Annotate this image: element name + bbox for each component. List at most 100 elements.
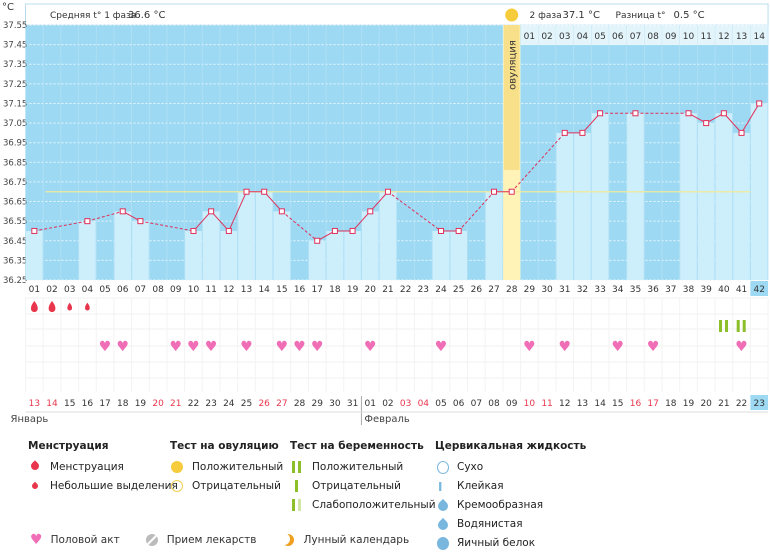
phase2-day-label: 14 [753, 32, 765, 42]
calendar-date-label: 19 [135, 399, 147, 409]
phase2-day-label: 01 [524, 32, 535, 42]
legend-item: Водянистая [435, 514, 586, 533]
temp-bar [26, 230, 43, 280]
temp-bar [450, 230, 467, 280]
cycle-day-label: 19 [347, 285, 359, 295]
temp-bar [273, 211, 291, 280]
temp-bar [591, 113, 609, 281]
calendar-date-label: 03 [400, 399, 411, 409]
cycle-day-label: 12 [223, 285, 234, 295]
temp-point [190, 227, 197, 234]
legend-label: Клейкая [457, 479, 504, 492]
heart-icon: ♥ [647, 339, 660, 355]
pill-icon [145, 533, 159, 547]
temp-line-dashed [281, 210, 318, 242]
temp-point [703, 120, 710, 127]
calendar-date-label: 22 [188, 399, 199, 409]
legend-label: Водянистая [457, 517, 523, 530]
calendar-date-label: 14 [46, 399, 58, 409]
calendar-date-label: 18 [117, 399, 129, 409]
heart-icon: ♥ [293, 339, 306, 355]
cycle-day-label: 05 [99, 285, 110, 295]
last-date-label: 23 [753, 399, 764, 409]
menstruation-drop-icon [48, 301, 56, 312]
temp-bar [185, 230, 202, 280]
temp-line-segment [582, 112, 601, 134]
temp-point [367, 208, 374, 215]
calendar-date-label: 17 [647, 399, 658, 409]
cycle-day-label: 38 [683, 285, 695, 295]
cycle-day-label: 09 [170, 285, 182, 295]
cycle-day-label: 04 [82, 285, 94, 295]
heart-icon: ♥ [99, 339, 112, 355]
y-tick-label: 36.35 [3, 256, 27, 266]
diff-label: Разница t° [616, 11, 666, 21]
legend-ovulation-test: Тест на овуляцию Положительный Отрицател… [170, 440, 283, 495]
temp-point [137, 218, 144, 225]
heart-icon: ♥ [364, 339, 377, 355]
legend-label: Небольшие выделения [50, 479, 178, 492]
temp-bar [114, 211, 132, 280]
temp-point [579, 129, 586, 136]
temp-point [243, 188, 250, 195]
cycle-day-label: 24 [435, 285, 447, 295]
calendar-date-label: 20 [152, 399, 164, 409]
legend-item: Положительный [290, 457, 436, 476]
temp-point [491, 188, 498, 195]
cycle-day-label: 20 [365, 285, 377, 295]
temp-bar [697, 123, 715, 280]
temp-point [738, 129, 745, 136]
calendar-date-label: 06 [453, 399, 465, 409]
temp-bar [202, 211, 220, 280]
y-tick-label: 36.45 [3, 237, 27, 247]
legend-bottom: ♥ Половой акт Прием лекарств Лунный кален… [30, 533, 434, 547]
y-tick-label: 37.55 [3, 21, 27, 31]
watery-icon [435, 517, 451, 532]
heart-icon: ♥ [311, 339, 324, 355]
legend-item: Менструация [28, 457, 178, 476]
temp-point [720, 110, 727, 117]
cycle-day-label: 33 [594, 285, 605, 295]
cycle-day-label: 39 [700, 285, 712, 295]
menstruation-drop-icon [30, 301, 38, 312]
phase2-day-label: 07 [630, 32, 641, 42]
y-tick-label: 37.15 [3, 99, 27, 109]
cycle-day-label: 10 [188, 285, 200, 295]
cycle-day-label: 06 [117, 285, 129, 295]
temp-line-segment [228, 191, 247, 232]
y-tick-label: 36.65 [3, 198, 27, 208]
temp-point [225, 227, 232, 234]
calendar-date-label: 16 [630, 399, 642, 409]
pregnancy-test-bar [742, 320, 746, 332]
phase2-day-label: 12 [718, 32, 729, 42]
dry-drop-icon [435, 460, 449, 474]
temp-bar [308, 240, 326, 280]
temp-bar [361, 211, 379, 280]
calendar-date-label: 28 [294, 399, 306, 409]
diff-value: 0.5 °C [674, 10, 705, 21]
ovulation-sun-icon [505, 8, 519, 22]
temp-line-segment [193, 211, 212, 232]
calendar-date-label: 20 [700, 399, 712, 409]
calendar-date-label: 10 [524, 399, 536, 409]
calendar-date-label: 07 [471, 399, 482, 409]
temp-point [437, 227, 444, 234]
temp-point [331, 227, 338, 234]
cycle-day-label: 16 [294, 285, 306, 295]
calendar-date-label: 21 [718, 399, 729, 409]
cycle-day-label: 36 [647, 285, 659, 295]
legend-label: Прием лекарств [166, 534, 257, 546]
light-spotting-icon [85, 302, 90, 311]
pregnancy-test-bar [725, 320, 729, 332]
heart-icon: ♥ [240, 339, 253, 355]
egg-white-icon [435, 536, 449, 550]
phase1-label: Средняя t° 1 фаза [50, 11, 136, 21]
heart-icon: ♥ [205, 339, 218, 355]
legend-item: Отрицательный [170, 476, 283, 495]
calendar-date-label: 21 [170, 399, 181, 409]
cycle-day-label: 01 [29, 285, 40, 295]
temp-bar [238, 191, 255, 280]
temp-line-dashed [387, 191, 442, 232]
y-tick-label: 37.25 [3, 80, 27, 90]
cycle-day-label: 31 [559, 285, 570, 295]
